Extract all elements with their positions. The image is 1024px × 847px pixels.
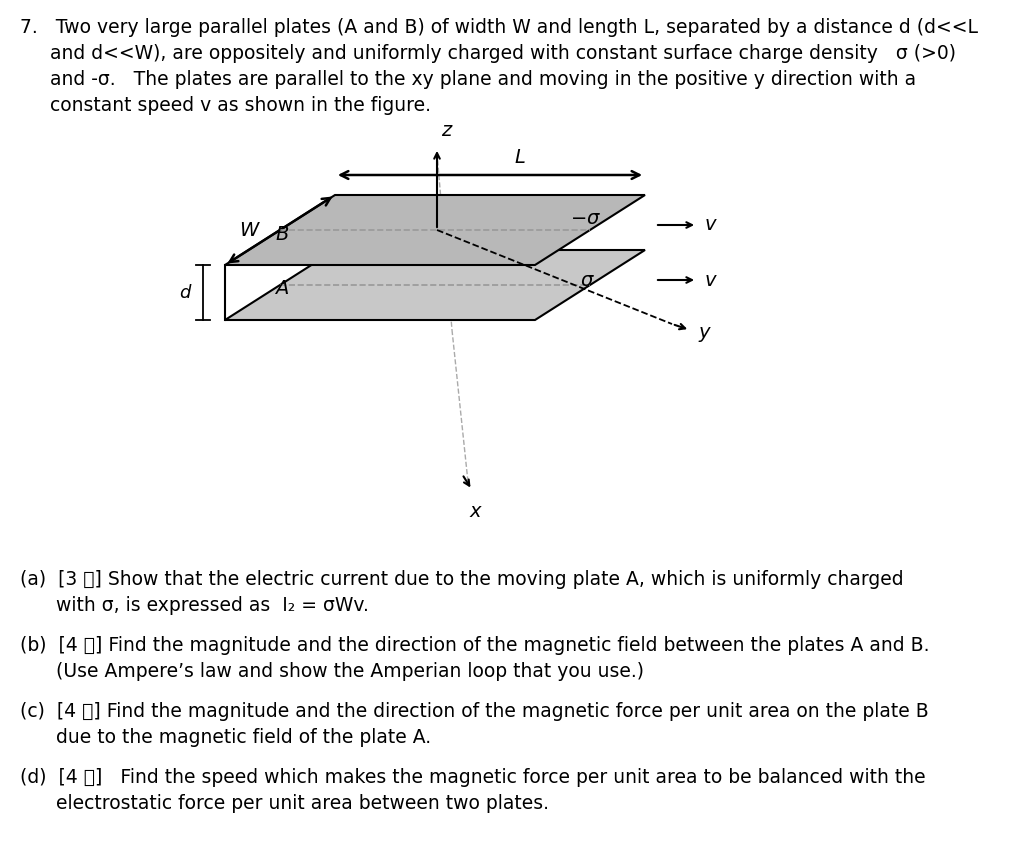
Text: constant speed v as shown in the figure.: constant speed v as shown in the figure. [20,96,431,115]
Text: 7.   Two very large parallel plates (A and B) of width W and length L, separated: 7. Two very large parallel plates (A and… [20,18,978,37]
Text: z: z [441,121,452,140]
Text: x: x [469,502,480,521]
Polygon shape [225,195,645,265]
Text: (a)  [3 점] Show that the electric current due to the moving plate A, which is un: (a) [3 점] Show that the electric current… [20,570,903,589]
Text: v: v [705,215,717,235]
Text: $-\sigma$: $-\sigma$ [570,208,601,228]
Text: (d)  [4 점]   Find the speed which makes the magnetic force per unit area to be b: (d) [4 점] Find the speed which makes the… [20,768,926,787]
Text: (c)  [4 점] Find the magnitude and the direction of the magnetic force per unit a: (c) [4 점] Find the magnitude and the dir… [20,702,929,721]
Text: W: W [239,220,258,240]
Text: L: L [515,148,525,167]
Text: and d<<W), are oppositely and uniformly charged with constant surface charge den: and d<<W), are oppositely and uniformly … [20,44,956,63]
Text: B: B [275,224,289,243]
Text: d: d [179,284,191,302]
Text: with σ, is expressed as  I₂ = σWv.: with σ, is expressed as I₂ = σWv. [20,596,369,615]
Text: $\sigma$: $\sigma$ [580,270,595,290]
Polygon shape [225,250,645,320]
Text: y: y [698,323,710,341]
Text: due to the magnetic field of the plate A.: due to the magnetic field of the plate A… [20,728,431,747]
Text: A: A [275,280,289,298]
Text: (b)  [4 점] Find the magnitude and the direction of the magnetic field between th: (b) [4 점] Find the magnitude and the dir… [20,636,930,655]
Text: electrostatic force per unit area between two plates.: electrostatic force per unit area betwee… [20,794,549,813]
Text: v: v [705,270,717,290]
Text: (Use Ampere’s law and show the Amperian loop that you use.): (Use Ampere’s law and show the Amperian … [20,662,644,681]
Text: and -σ.   The plates are parallel to the xy plane and moving in the positive y d: and -σ. The plates are parallel to the x… [20,70,916,89]
